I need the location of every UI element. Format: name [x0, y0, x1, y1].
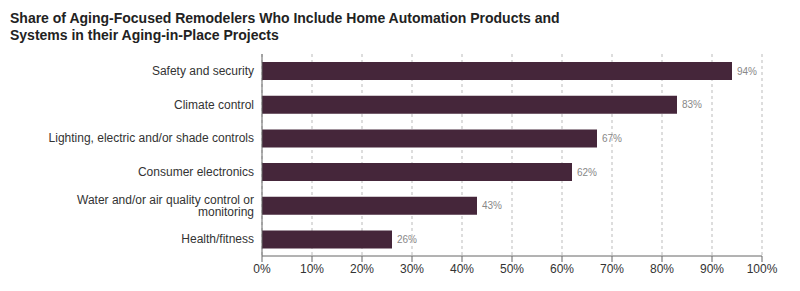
svg-text:30%: 30% — [400, 262, 424, 276]
svg-text:Lighting, electric and/or shad: Lighting, electric and/or shade controls — [49, 131, 254, 145]
svg-text:83%: 83% — [682, 99, 702, 110]
svg-text:67%: 67% — [602, 133, 622, 144]
svg-text:20%: 20% — [350, 262, 374, 276]
svg-text:50%: 50% — [500, 262, 524, 276]
svg-text:26%: 26% — [397, 234, 417, 245]
svg-text:100%: 100% — [747, 262, 778, 276]
svg-text:43%: 43% — [482, 200, 502, 211]
svg-text:Health/fitness: Health/fitness — [181, 232, 254, 246]
svg-text:Water and/or air quality contr: Water and/or air quality control ormonit… — [77, 193, 254, 219]
svg-text:10%: 10% — [300, 262, 324, 276]
svg-text:70%: 70% — [600, 262, 624, 276]
svg-text:62%: 62% — [577, 167, 597, 178]
svg-text:90%: 90% — [700, 262, 724, 276]
svg-text:94%: 94% — [737, 66, 757, 77]
svg-text:Safety and security: Safety and security — [152, 64, 254, 78]
svg-text:60%: 60% — [550, 262, 574, 276]
html-text:Share of Aging-Focused Remodel: Share of Aging-Focused Remodelers Who In… — [10, 10, 560, 43]
svg-text:80%: 80% — [650, 262, 674, 276]
svg-text:40%: 40% — [450, 262, 474, 276]
svg-text:0%: 0% — [253, 262, 271, 276]
svg-text:Consumer electronics: Consumer electronics — [138, 165, 254, 179]
svg-text:Climate control: Climate control — [174, 98, 254, 112]
